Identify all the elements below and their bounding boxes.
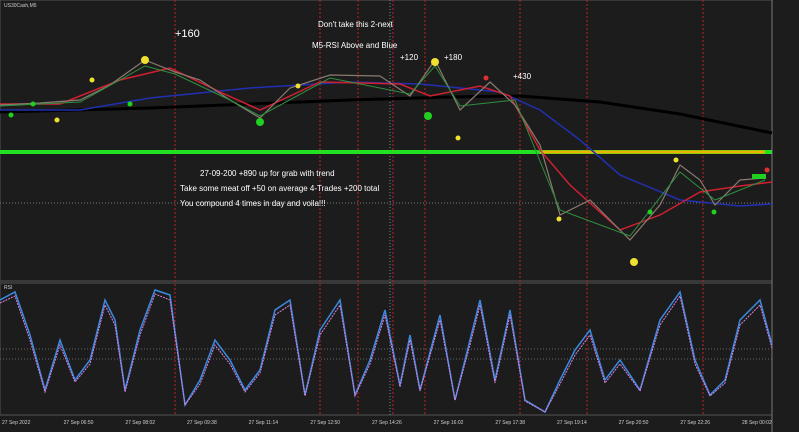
time-label: 27 Sep 17:38: [495, 420, 525, 426]
time-label: 27 Sep 22:26: [680, 420, 710, 426]
time-label: 28 Sep 00:02: [742, 420, 772, 426]
time-label: 27 Sep 09:38: [187, 420, 217, 426]
annotation: +180: [444, 53, 463, 62]
time-label: 27 Sep 14:26: [372, 420, 402, 426]
time-axis: 27 Sep 2022 27 Sep 06:50 27 Sep 08:02 27 Se…: [2, 420, 772, 426]
annotation: Don't take this 2-next: [318, 20, 394, 29]
ma-black: [0, 94, 773, 135]
annotation: M5-RSI Above and Blue: [312, 41, 398, 50]
time-label: 27 Sep 06:50: [64, 420, 94, 426]
signal-dots: [8, 56, 770, 266]
price-pane: [0, 0, 773, 282]
time-label: 27 Sep 08:02: [125, 420, 155, 426]
time-label: 27 Sep 20:50: [619, 420, 649, 426]
time-label: 27 Sep 11:14: [249, 420, 279, 426]
annotation: +120: [400, 53, 419, 62]
indicator-label: RSI: [4, 285, 12, 291]
session-lines: [174, 0, 704, 415]
annotation: Take some meat off +50 on average 4-Trad…: [180, 184, 379, 193]
rsi-line: [0, 289, 773, 414]
time-label: 27 Sep 12:50: [310, 420, 340, 426]
annotation: 27-09-200 +890 up for grab with trend: [200, 169, 335, 178]
rsi-pane: [0, 282, 773, 416]
position-marker: [752, 174, 766, 179]
symbol-label: US30Cash,M5: [4, 3, 37, 9]
time-label: 27 Sep 2022: [2, 420, 31, 426]
annotation: +160: [175, 28, 200, 40]
annotation: You compound 4 times in day and voila!!!: [180, 199, 326, 208]
ma-green: [0, 65, 766, 237]
time-label: 27 Sep 19:14: [557, 420, 587, 426]
annotation: +430: [513, 72, 532, 81]
rsi-signal: [0, 293, 773, 413]
time-label: 27 Sep 16:02: [434, 420, 464, 426]
